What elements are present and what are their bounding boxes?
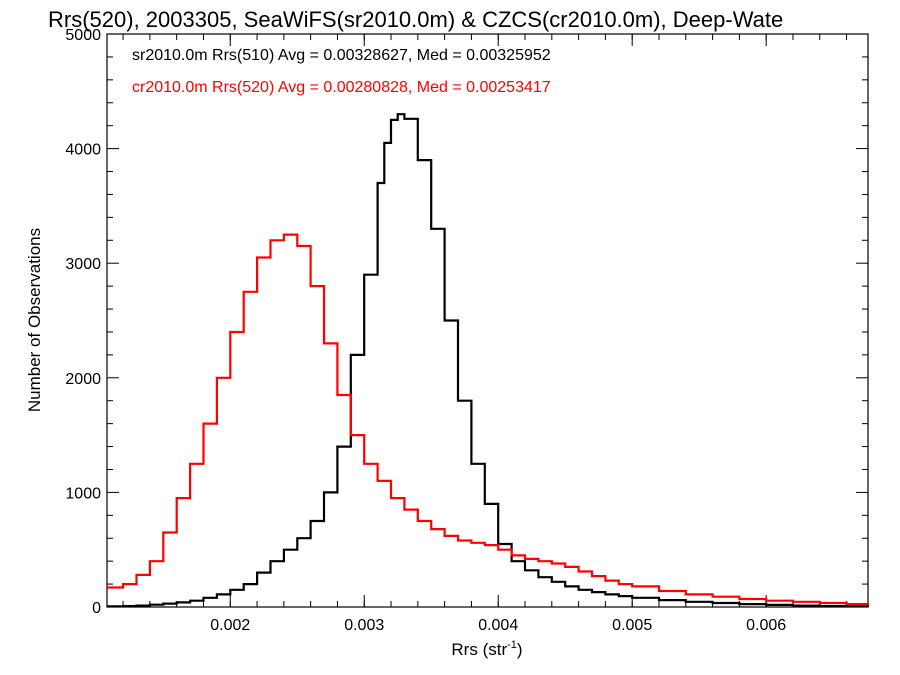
y-axis-label: Number of Observations <box>25 228 44 412</box>
x-axis-label-main: Rrs (str <box>451 640 507 659</box>
x-axis-label-superscript: -1 <box>507 639 517 651</box>
x-axis-label-close: ) <box>517 640 523 659</box>
chart-title: Rrs(520), 2003305, SeaWiFS(sr2010.0m) & … <box>48 7 783 32</box>
series-line-cr2010 <box>107 233 870 606</box>
y-tick-label: 5000 <box>65 27 101 44</box>
y-axis-ticks: 0 1000 2000 3000 4000 5000 <box>65 27 868 617</box>
x-tick-label: 0.005 <box>612 617 652 634</box>
x-axis-label: Rrs (str-1) <box>451 639 522 659</box>
x-tick-label: 0.004 <box>478 617 518 634</box>
y-tick-label: 0 <box>92 600 101 617</box>
x-tick-label: 0.006 <box>746 617 786 634</box>
x-tick-label: 0.003 <box>344 617 384 634</box>
series-line-sr2010 <box>107 113 870 608</box>
x-tick-label: 0.002 <box>210 617 250 634</box>
legend-entry-red: cr2010.0m Rrs(520) Avg = 0.00280828, Med… <box>132 79 551 96</box>
plot-frame <box>106 33 869 608</box>
y-tick-label: 1000 <box>65 485 101 502</box>
y-tick-label: 2000 <box>65 371 101 388</box>
y-tick-label: 3000 <box>65 256 101 273</box>
series-lines <box>107 113 870 608</box>
legend-entry-black: sr2010.0m Rrs(510) Avg = 0.00328627, Med… <box>132 47 551 64</box>
y-tick-label: 4000 <box>65 142 101 159</box>
